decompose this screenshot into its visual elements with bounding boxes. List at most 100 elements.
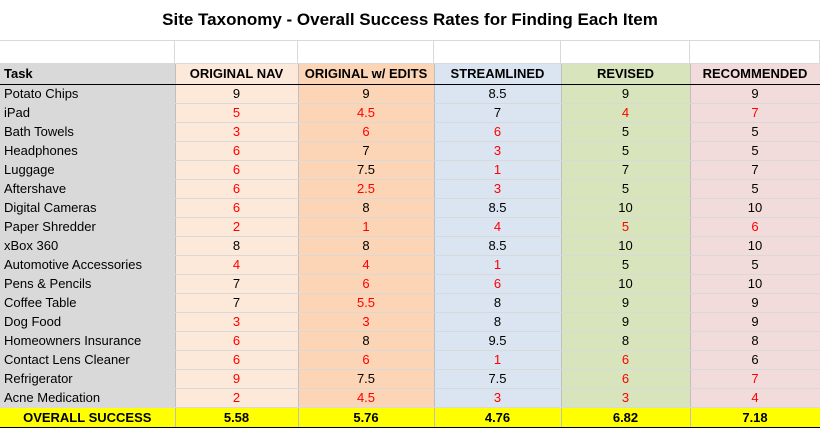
cell-original-edits[interactable]: 7.5 xyxy=(298,369,435,389)
cell-original-edits[interactable]: 1 xyxy=(298,217,435,237)
cell-revised[interactable]: 5 xyxy=(561,217,691,237)
cell-recommended[interactable]: 4 xyxy=(690,388,820,408)
cell-revised[interactable]: 6 xyxy=(561,350,691,370)
cell-revised[interactable]: 3 xyxy=(561,388,691,408)
cell-original-edits[interactable]: 8 xyxy=(298,236,435,256)
cell-revised[interactable]: 4 xyxy=(561,103,691,123)
cell-revised[interactable]: 5 xyxy=(561,122,691,142)
task-cell[interactable]: Refrigerator xyxy=(0,369,176,389)
cell-revised[interactable]: 9 xyxy=(561,293,691,313)
cell-streamlined[interactable]: 8.5 xyxy=(434,236,562,256)
task-cell[interactable]: Automotive Accessories xyxy=(0,255,176,275)
cell-revised[interactable]: 5 xyxy=(561,141,691,161)
cell-recommended[interactable]: 9 xyxy=(690,84,820,104)
cell-recommended[interactable]: 5 xyxy=(690,255,820,275)
cell-original-nav[interactable]: 6 xyxy=(175,350,299,370)
task-cell[interactable]: Digital Cameras xyxy=(0,198,176,218)
cell-original-edits[interactable]: 5.5 xyxy=(298,293,435,313)
task-cell[interactable]: Headphones xyxy=(0,141,176,161)
task-cell[interactable]: Luggage xyxy=(0,160,176,180)
header-original-nav[interactable]: ORIGINAL NAV xyxy=(175,64,299,85)
cell-revised[interactable]: 9 xyxy=(561,84,691,104)
cell-streamlined[interactable]: 9.5 xyxy=(434,331,562,351)
cell-streamlined[interactable]: 7 xyxy=(434,103,562,123)
cell-original-nav[interactable]: 7 xyxy=(175,274,299,294)
cell-original-edits[interactable]: 8 xyxy=(298,198,435,218)
cell-original-nav[interactable]: 3 xyxy=(175,122,299,142)
cell-streamlined[interactable]: 4 xyxy=(434,217,562,237)
task-cell[interactable]: Acne Medication xyxy=(0,388,176,408)
cell-original-nav[interactable]: 6 xyxy=(175,198,299,218)
cell-recommended[interactable]: 7 xyxy=(690,160,820,180)
cell-streamlined[interactable]: 1 xyxy=(434,160,562,180)
task-cell[interactable]: Contact Lens Cleaner xyxy=(0,350,176,370)
cell-recommended[interactable]: 7 xyxy=(690,369,820,389)
cell-streamlined[interactable]: 3 xyxy=(434,388,562,408)
cell-recommended[interactable]: 5 xyxy=(690,122,820,142)
overall-success-label[interactable]: OVERALL SUCCESS xyxy=(0,406,176,428)
cell-streamlined[interactable]: 7.5 xyxy=(434,369,562,389)
cell-original-nav[interactable]: 6 xyxy=(175,179,299,199)
cell-original-nav[interactable]: 4 xyxy=(175,255,299,275)
cell-original-edits[interactable]: 7.5 xyxy=(298,160,435,180)
cell-streamlined[interactable]: 6 xyxy=(434,122,562,142)
header-original-edits[interactable]: ORIGINAL w/ EDITS xyxy=(298,64,435,85)
cell-recommended[interactable]: 8 xyxy=(690,331,820,351)
task-cell[interactable]: xBox 360 xyxy=(0,236,176,256)
task-cell[interactable]: Dog Food xyxy=(0,312,176,332)
total-streamlined[interactable]: 4.76 xyxy=(434,406,562,428)
cell-original-nav[interactable]: 6 xyxy=(175,331,299,351)
cell-recommended[interactable]: 10 xyxy=(690,236,820,256)
task-cell[interactable]: Paper Shredder xyxy=(0,217,176,237)
cell-original-edits[interactable]: 2.5 xyxy=(298,179,435,199)
blank-cell[interactable] xyxy=(0,41,175,63)
cell-revised[interactable]: 8 xyxy=(561,331,691,351)
cell-recommended[interactable]: 6 xyxy=(690,217,820,237)
cell-revised[interactable]: 10 xyxy=(561,274,691,294)
cell-recommended[interactable]: 9 xyxy=(690,293,820,313)
cell-original-nav[interactable]: 6 xyxy=(175,141,299,161)
task-cell[interactable]: iPad xyxy=(0,103,176,123)
cell-revised[interactable]: 6 xyxy=(561,369,691,389)
cell-original-nav[interactable]: 5 xyxy=(175,103,299,123)
cell-original-nav[interactable]: 7 xyxy=(175,293,299,313)
cell-original-edits[interactable]: 6 xyxy=(298,122,435,142)
blank-cell[interactable] xyxy=(690,41,820,63)
total-recommended[interactable]: 7.18 xyxy=(690,406,820,428)
cell-original-edits[interactable]: 4.5 xyxy=(298,103,435,123)
cell-revised[interactable]: 10 xyxy=(561,236,691,256)
cell-streamlined[interactable]: 3 xyxy=(434,179,562,199)
blank-cell[interactable] xyxy=(298,41,434,63)
cell-recommended[interactable]: 6 xyxy=(690,350,820,370)
cell-recommended[interactable]: 7 xyxy=(690,103,820,123)
cell-original-nav[interactable]: 6 xyxy=(175,160,299,180)
cell-revised[interactable]: 5 xyxy=(561,255,691,275)
cell-original-edits[interactable]: 3 xyxy=(298,312,435,332)
cell-streamlined[interactable]: 8 xyxy=(434,293,562,313)
task-cell[interactable]: Pens & Pencils xyxy=(0,274,176,294)
cell-recommended[interactable]: 10 xyxy=(690,274,820,294)
cell-streamlined[interactable]: 6 xyxy=(434,274,562,294)
cell-streamlined[interactable]: 8.5 xyxy=(434,84,562,104)
task-cell[interactable]: Aftershave xyxy=(0,179,176,199)
task-cell[interactable]: Potato Chips xyxy=(0,84,176,104)
cell-original-nav[interactable]: 3 xyxy=(175,312,299,332)
total-original-edits[interactable]: 5.76 xyxy=(298,406,435,428)
task-cell[interactable]: Bath Towels xyxy=(0,122,176,142)
cell-original-edits[interactable]: 4 xyxy=(298,255,435,275)
blank-cell[interactable] xyxy=(561,41,690,63)
total-revised[interactable]: 6.82 xyxy=(561,406,691,428)
header-recommended[interactable]: RECOMMENDED xyxy=(690,64,820,85)
header-revised[interactable]: REVISED xyxy=(561,64,691,85)
cell-original-nav[interactable]: 2 xyxy=(175,388,299,408)
cell-original-edits[interactable]: 7 xyxy=(298,141,435,161)
cell-streamlined[interactable]: 1 xyxy=(434,255,562,275)
cell-original-edits[interactable]: 9 xyxy=(298,84,435,104)
cell-original-nav[interactable]: 9 xyxy=(175,369,299,389)
cell-revised[interactable]: 9 xyxy=(561,312,691,332)
cell-original-edits[interactable]: 6 xyxy=(298,350,435,370)
cell-recommended[interactable]: 5 xyxy=(690,179,820,199)
cell-recommended[interactable]: 5 xyxy=(690,141,820,161)
cell-revised[interactable]: 7 xyxy=(561,160,691,180)
cell-original-edits[interactable]: 4.5 xyxy=(298,388,435,408)
